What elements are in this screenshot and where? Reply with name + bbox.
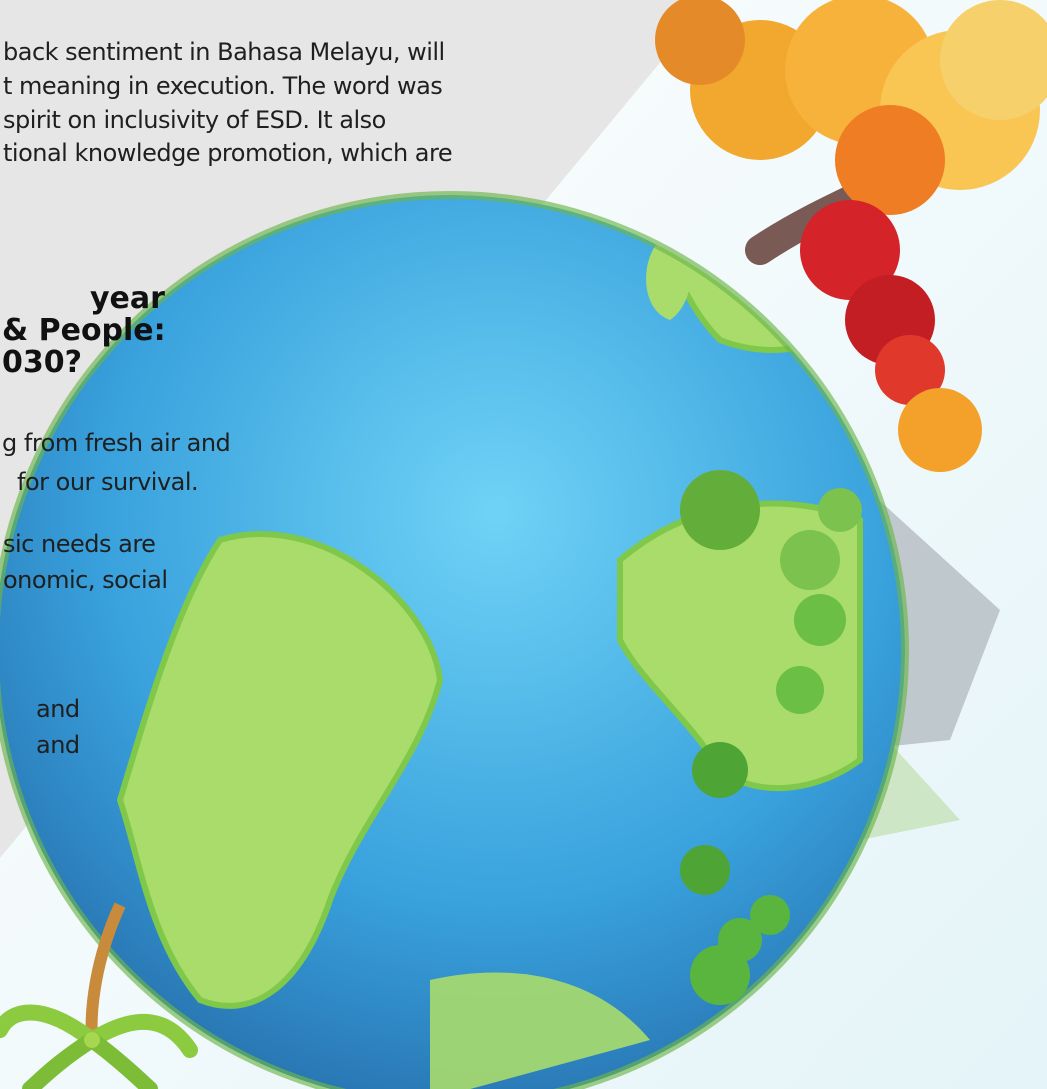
palm-tree-icon xyxy=(0,902,198,1089)
green-tree-icon xyxy=(680,470,862,1005)
paragraph-1-line-3: spirit on inclusivity of ESD. It also xyxy=(3,106,386,134)
paragraph-1-line-2: t meaning in execution. The word was xyxy=(3,72,443,100)
paragraph-1-line-1: back sentiment in Bahasa Melayu, will xyxy=(3,38,445,66)
paragraph-2-line-2: for our survival. xyxy=(17,468,199,496)
heading-line-3: 030? xyxy=(2,345,83,380)
paragraph-2-line-1: g from fresh air and xyxy=(2,429,231,457)
red-tree-icon xyxy=(800,200,982,472)
heading-line-1: year xyxy=(90,281,165,316)
autumn-tree-icon xyxy=(655,0,1047,265)
paragraph-4-line-1: and xyxy=(36,695,80,723)
paragraph-4-line-2: and xyxy=(36,731,80,759)
paragraph-3-line-2: onomic, social xyxy=(3,566,168,594)
paragraph-3-line-1: sic needs are xyxy=(3,530,156,558)
heading-line-2: & People: xyxy=(2,313,166,348)
paragraph-1-line-4: tional knowledge promotion, which are xyxy=(3,139,453,167)
